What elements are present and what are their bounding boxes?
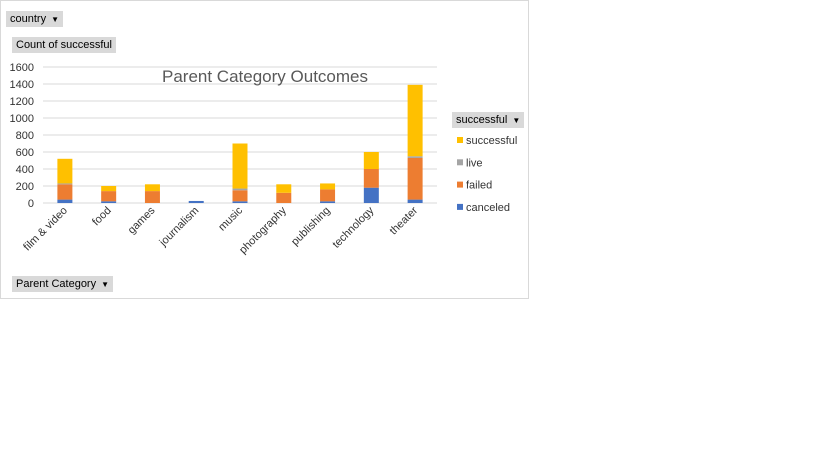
legend-swatch [457, 137, 463, 143]
legend-field-label: successful [456, 114, 508, 126]
bar-failed[interactable] [101, 191, 117, 202]
y-tick-label: 1600 [10, 62, 34, 74]
legend-label[interactable]: failed [466, 180, 492, 192]
category-label: publishing [289, 205, 333, 249]
bar-live[interactable] [232, 188, 248, 191]
category-label: theater [388, 204, 421, 237]
bar-failed[interactable] [407, 157, 423, 200]
legend-swatch [457, 181, 463, 188]
bar-canceled[interactable] [407, 199, 423, 203]
chart-canvas: 0 200 400 600 800 1000 1200 1400 1600 Parent Cat… [10, 62, 518, 256]
y-tick-label: 400 [16, 164, 34, 176]
bar-canceled[interactable] [188, 200, 204, 203]
legend-label[interactable]: canceled [466, 202, 510, 214]
bar-successful[interactable] [407, 84, 423, 157]
category-label: food [90, 205, 114, 229]
y-tick-label: 1000 [10, 113, 34, 125]
country-filter-label: country [10, 13, 47, 25]
bar-failed[interactable] [57, 184, 73, 200]
y-tick-label: 200 [16, 181, 34, 193]
legend: successful live failed canceled [457, 135, 517, 214]
bar-successful[interactable] [320, 183, 336, 190]
y-tick-label: 1200 [10, 96, 34, 108]
category-label: technology [330, 204, 376, 250]
y-tick-label: 800 [16, 130, 34, 142]
value-field-button[interactable]: Count of successful [12, 37, 116, 53]
bar-canceled[interactable] [101, 201, 117, 203]
bar-failed[interactable] [363, 169, 379, 188]
dropdown-arrow-icon: ▼ [51, 15, 59, 24]
bar-failed[interactable] [144, 191, 160, 203]
bar-live[interactable] [407, 156, 423, 158]
axis-field-label: Parent Category [16, 278, 97, 290]
legend-swatch [457, 203, 463, 210]
bar-successful[interactable] [144, 184, 160, 192]
legend-label[interactable]: successful [466, 135, 517, 147]
category-label: journalism [157, 205, 202, 250]
category-label: games [126, 204, 158, 236]
legend-label[interactable]: live [466, 157, 483, 169]
country-filter-button[interactable]: country ▼ [6, 11, 63, 27]
bar-live[interactable] [57, 183, 73, 185]
dropdown-arrow-icon: ▼ [101, 280, 110, 289]
bar-successful[interactable] [101, 186, 117, 192]
category-label: photography [237, 204, 289, 256]
y-axis-ticks: 0 200 400 600 800 1000 1200 1400 1600 [10, 62, 34, 210]
category-label: film & video [21, 205, 70, 254]
bar-failed[interactable] [276, 192, 292, 203]
y-tick-label: 600 [16, 147, 34, 159]
bar-successful[interactable] [276, 184, 292, 193]
pivot-chart-frame: 0 200 400 600 800 1000 1200 1400 1600 Parent Cat… [0, 0, 529, 299]
legend-field-button[interactable]: successful ▼ [452, 112, 525, 128]
bar-successful[interactable] [232, 143, 248, 189]
bar-failed[interactable] [320, 189, 336, 202]
dropdown-arrow-icon: ▼ [512, 116, 521, 125]
bar-successful[interactable] [363, 152, 379, 169]
value-field-label: Count of successful [16, 39, 112, 51]
chart-title: Parent Category Outcomes [162, 67, 368, 86]
legend-swatch [457, 159, 463, 166]
bar-canceled[interactable] [232, 201, 248, 203]
y-tick-label: 1400 [10, 79, 34, 91]
bar-canceled[interactable] [320, 201, 336, 203]
bar-canceled[interactable] [363, 187, 379, 203]
x-axis-categories: film & video food games journalism musicphot… [21, 204, 420, 256]
category-label: music [216, 204, 245, 233]
y-tick-label: 0 [28, 198, 34, 210]
bar-canceled[interactable] [57, 199, 73, 203]
bar-failed[interactable] [232, 190, 248, 202]
bar-successful[interactable] [57, 158, 73, 184]
axis-field-button[interactable]: Parent Category ▼ [12, 276, 114, 292]
bars [57, 84, 423, 203]
